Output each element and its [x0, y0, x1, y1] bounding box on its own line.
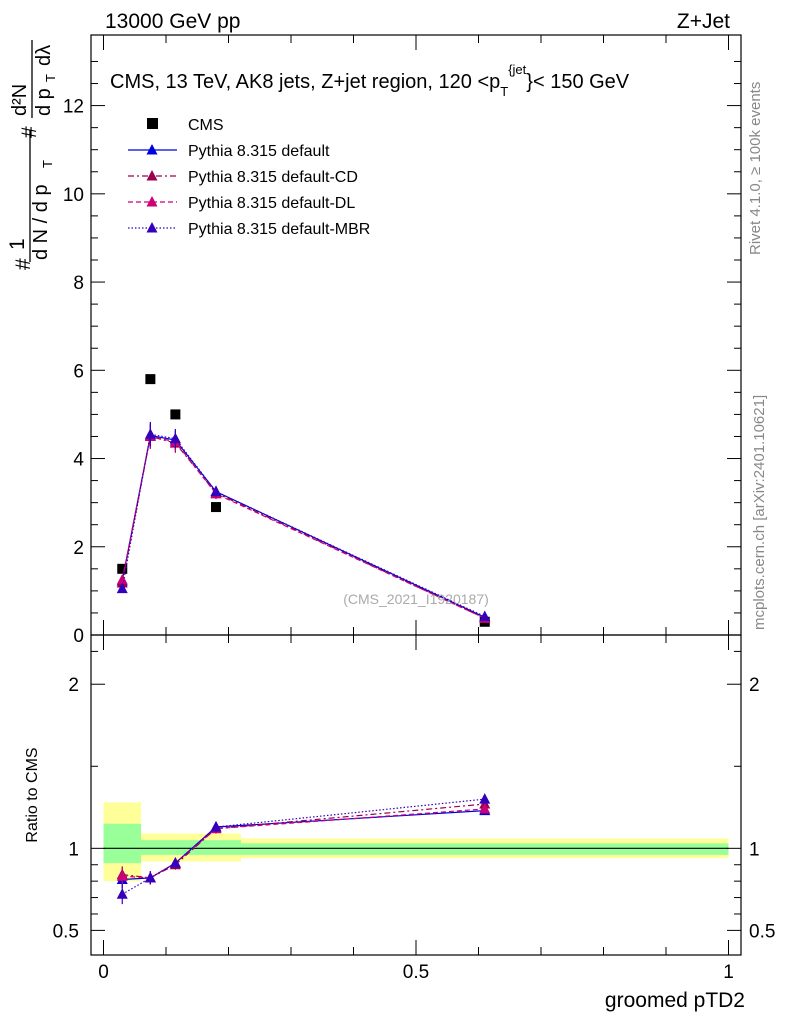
cms-data-point — [211, 502, 221, 513]
ratio-series-mbr — [116, 793, 491, 905]
legend-marker-dl — [146, 196, 158, 207]
x-axis-label: groomed pTD2 — [605, 989, 745, 1012]
ratio-marker-mbr — [210, 821, 222, 832]
uncertainty-band-inner — [103, 823, 141, 864]
ratio-marker-mbr — [144, 871, 156, 883]
mcplots-label: mcplots.cern.ch [arXiv:2401.10621] — [751, 395, 768, 630]
legend-label-dl: Pythia 8.315 default-DL — [188, 195, 355, 212]
main-y-tick-label: 10 — [63, 185, 84, 206]
svg-text:dλ: dλ — [33, 45, 55, 66]
svg-text:#: # — [18, 126, 41, 138]
ratio-marker-mbr — [169, 857, 181, 868]
svg-text:1: 1 — [6, 238, 29, 250]
rivet-version-label: Rivet 4.1.0, ≥ 100k events — [747, 82, 764, 255]
uncertainty-band-inner — [141, 840, 216, 855]
legend-marker-cms — [147, 118, 158, 129]
x-tick-label: 0.5 — [403, 962, 429, 983]
svg-text:d N / d p: d N / d p — [30, 184, 52, 260]
ratio-series-group — [116, 793, 491, 905]
ratio-line-mbr — [121, 798, 485, 895]
plot-title: CMS, 13 TeV, AK8 jets, Z+jet region, 120… — [110, 62, 630, 99]
marker-mbr — [169, 432, 181, 444]
ratio-y-tick-label-right: 0.5 — [749, 921, 775, 942]
legend-marker-cd — [146, 170, 158, 181]
main-y-tick-label: 4 — [73, 450, 84, 471]
ratio-marker-mbr — [116, 888, 128, 899]
marker-mbr — [210, 485, 222, 497]
marker-mbr — [144, 428, 156, 439]
ratio-marker-mbr — [479, 793, 491, 804]
svg-text:#: # — [12, 258, 35, 270]
svg-text:d²N: d²N — [9, 84, 31, 116]
main-y-tick-label: 12 — [63, 97, 84, 118]
ratio-axis-label: Ratio to CMS — [24, 747, 41, 842]
x-tick-label: 0 — [98, 962, 109, 983]
main-y-tick-label: 2 — [73, 538, 84, 559]
legend-label-data: CMS — [188, 117, 224, 134]
ratio-y-tick-label: 1 — [68, 839, 79, 860]
svg-text:T: T — [43, 74, 58, 82]
series-line-mbr — [121, 433, 486, 618]
ratio-frame — [90, 634, 742, 956]
ratio-y-tick-label: 2 — [68, 675, 79, 696]
cms-data-point — [170, 409, 181, 420]
legend: CMS Pythia 8.315 default Pythia 8.315 defa… — [128, 117, 370, 238]
ratio-y-tick-label-right: 2 — [749, 675, 760, 696]
main-y-tick-label: 0 — [73, 626, 84, 647]
x-tick-label: 1 — [723, 962, 734, 983]
legend-label-default: Pythia 8.315 default — [188, 143, 330, 160]
main-series-group — [116, 374, 491, 627]
uncertainty-band-inner — [241, 843, 729, 855]
series-mbr — [116, 421, 491, 621]
ratio-y-tick-label: 0.5 — [53, 921, 79, 942]
marker-mbr — [116, 582, 128, 594]
legend-marker-default — [146, 144, 158, 155]
legend-marker-mbr — [146, 222, 158, 233]
cms-data-point — [145, 374, 156, 385]
y-axis-label: # 1 d N / d p T # d²N d p T dλ — [6, 40, 58, 270]
main-panel: 0 2 4 6 8 10 12 CMS, 13 TeV, AK8 jets, Z+jet r… — [6, 34, 742, 647]
main-y-tick-label: 6 — [73, 361, 84, 382]
ratio-marker-dl — [116, 870, 128, 881]
ratio-axis-ticks: 0 0.5 1 0.5 0.5 1 1 2 2 — [53, 635, 775, 983]
ratio-panel: 0 0.5 1 0.5 0.5 1 1 2 2 Ratio to CMS — [24, 634, 775, 983]
legend-label-cd: Pythia 8.315 default-CD — [188, 169, 358, 186]
legend-label-mbr: Pythia 8.315 default-MBR — [188, 221, 370, 238]
marker-mbr — [479, 610, 491, 621]
main-axis-ticks: 0 2 4 6 8 10 12 — [63, 35, 741, 647]
svg-text:T: T — [40, 160, 55, 168]
cms-data-point — [117, 563, 128, 574]
analysis-watermark: (CMS_2021_I1920187) — [343, 591, 489, 607]
ratio-y-tick-label-right: 1 — [749, 839, 760, 860]
header-right-label: Z+Jet — [677, 10, 730, 33]
marker-dl — [116, 573, 128, 585]
svg-text:d p: d p — [33, 88, 55, 116]
header-left-label: 13000 GeV pp — [105, 10, 240, 33]
ratio-marker-dl — [479, 802, 491, 814]
main-y-tick-label: 8 — [73, 273, 84, 294]
uncertainty-band-inner — [216, 840, 241, 855]
